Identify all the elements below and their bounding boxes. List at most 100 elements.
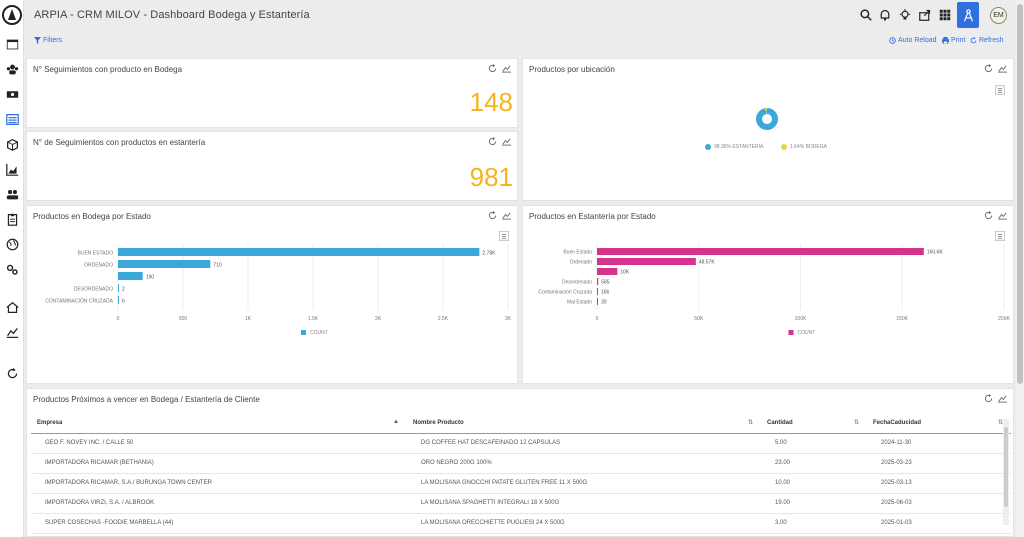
bar[interactable] [597,288,598,295]
table-row[interactable]: SUPER COSECHAS -FOODIE MARBELLA (44) LA M… [31,513,1011,534]
sidebar-home-icon[interactable] [4,299,20,315]
bar[interactable] [118,248,480,256]
print-button[interactable]: Print [942,37,965,44]
panel-chart-icon[interactable] [502,211,511,220]
chart-menu-button[interactable] [499,231,509,241]
panel-refresh-icon[interactable] [984,211,993,220]
table-row[interactable]: IMPORTADORA RICAMAR, S.A./ BURUNGA TOWN … [31,473,1011,494]
auto-reload-button[interactable]: Auto Reload [889,37,937,44]
bar[interactable] [118,260,211,268]
panel-refresh-icon[interactable] [984,64,993,73]
sidebar-money-icon[interactable] [4,86,20,102]
table-header-row: Empresa ▲ Nombre Producto ⇅ Cantidad ⇅ Fech… [31,413,1011,434]
panel-chart-icon[interactable] [998,394,1007,403]
table-row[interactable]: GEO F. NOVEY INC. / CALLE 50 DG COFFEE HA… [31,433,1011,454]
legend-label[interactable]: COUNT [798,330,816,336]
search-icon[interactable] [858,7,874,23]
cell-producto: LA MOLISANA GNOCCHI PATATE GLUTEN FREE 1… [407,473,761,494]
share-icon[interactable] [917,7,933,23]
sidebar-box-icon[interactable] [4,136,20,152]
panel-chart-icon[interactable] [502,64,511,73]
cell-empresa: IMPORTADORA VIRZI, S.A. / ALBROOK [31,493,407,514]
value-label: 2.78K [482,251,496,257]
cell-cantidad: 5.00 [761,433,867,454]
column-label: Empresa [37,419,63,426]
column-header-fecha[interactable]: FechaCaducidad ⇅ [867,413,1011,434]
sidebar-line-chart-icon[interactable] [4,324,20,340]
panel-title: Productos en Bodega por Estado [33,212,151,221]
column-header-empresa[interactable]: Empresa ▲ [31,413,407,434]
table-scrollbar[interactable] [1003,419,1009,525]
bell-icon[interactable] [877,7,893,23]
bar[interactable] [597,298,598,305]
x-tick-label: 50K [694,316,704,322]
bar[interactable] [597,268,618,275]
chart-menu-button[interactable] [995,231,1005,241]
sidebar-clipboard-icon[interactable] [4,211,20,227]
avatar[interactable]: EM [990,7,1007,24]
value-label: 190 [146,275,155,281]
bar[interactable] [597,258,696,265]
app-title: ARPIA - CRM MILOV - Dashboard Bodega y E… [34,9,310,21]
legend-label: 1.64% BODEGA [790,144,827,150]
panel-title: N° de Seguimientos con productos en esta… [33,138,206,147]
apps-grid-icon[interactable] [937,7,953,23]
column-header-producto[interactable]: Nombre Producto ⇅ [407,413,761,434]
sidebar-team-icon[interactable] [4,186,20,202]
value-label: 30 [601,300,607,306]
chart-menu-button[interactable] [995,85,1005,95]
panel-chart-icon[interactable] [998,64,1007,73]
value-label: 10K [620,270,630,276]
panel-refresh-icon[interactable] [984,394,993,403]
legend-estanteria[interactable]: 98.36% ESTANTERIA [705,144,763,150]
panel-refresh-icon[interactable] [488,64,497,73]
cell-fecha: 2025-01-03 [867,513,1011,534]
compass-icon [963,8,973,21]
sidebar-window-icon[interactable] [4,36,20,52]
table-row[interactable]: IMPORTADORA VIRZI, S.A. / ALBROOK LA MOLI… [31,493,1011,514]
legend-swatch [788,330,794,335]
sidebar-gears-icon[interactable] [4,261,20,277]
bar[interactable] [118,296,119,304]
panel-title: Productos Próximos a vencer en Bodega / … [33,395,260,404]
legend-label[interactable]: COUNT [310,330,328,336]
sidebar-list-icon[interactable] [4,111,20,127]
bar[interactable] [597,248,924,255]
category-label: ORDENADO [84,263,113,269]
panel-tools [488,211,511,220]
filters-label: Filters [43,37,63,44]
x-tick-label: 0 [117,316,120,322]
pie-panel: Productos por ubicación 98.36% ESTANTERI… [522,58,1014,201]
column-header-cantidad[interactable]: Cantidad ⇅ [761,413,867,434]
refresh-button[interactable]: Refresh [970,37,1004,44]
cell-producto: DG COFFEE HAT DESCAFEINADO 12 CAPSULAS [407,433,761,454]
legend-bodega[interactable]: 1.64% BODEGA [781,144,827,150]
panel-tools [984,394,1007,403]
kpi-bodega-panel: N° Seguimientos con producto en Bodega 1… [26,58,518,128]
sidebar-reload-icon[interactable] [4,365,20,381]
app-logo-icon[interactable] [2,5,22,25]
sidebar-area-chart-icon[interactable] [4,161,20,177]
sidebar-globe-icon[interactable] [4,236,20,252]
x-tick-label: 2K [375,316,382,322]
panel-title: N° Seguimientos con producto en Bodega [33,65,183,74]
bar[interactable] [118,272,143,280]
bar[interactable] [118,284,119,292]
x-tick-label: 0 [596,316,599,322]
panel-chart-icon[interactable] [998,211,1007,220]
sidebar-users-group-icon[interactable] [4,61,20,77]
bar[interactable] [597,278,599,285]
x-tick-label: 200K [998,316,1010,322]
panel-chart-icon[interactable] [502,137,511,146]
lightbulb-icon[interactable] [897,7,913,23]
page-scrollbar[interactable] [1016,0,1024,537]
filters-button[interactable]: Filters [34,37,62,44]
panel-refresh-icon[interactable] [488,137,497,146]
table-row[interactable]: IMPORTADORA RICAMAR (BETHANIA) ORO NEGRO … [31,453,1011,474]
compass-tool-button[interactable] [957,2,979,28]
pie-slice-bodega[interactable] [756,108,778,130]
panel-refresh-icon[interactable] [488,211,497,220]
cell-cantidad: 10.00 [761,473,867,494]
value-label: 48.57K [699,260,716,266]
category-label: DESORDENADO [74,287,113,293]
